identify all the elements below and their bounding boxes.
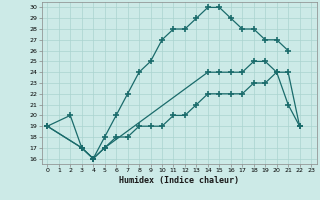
X-axis label: Humidex (Indice chaleur): Humidex (Indice chaleur) <box>119 176 239 185</box>
